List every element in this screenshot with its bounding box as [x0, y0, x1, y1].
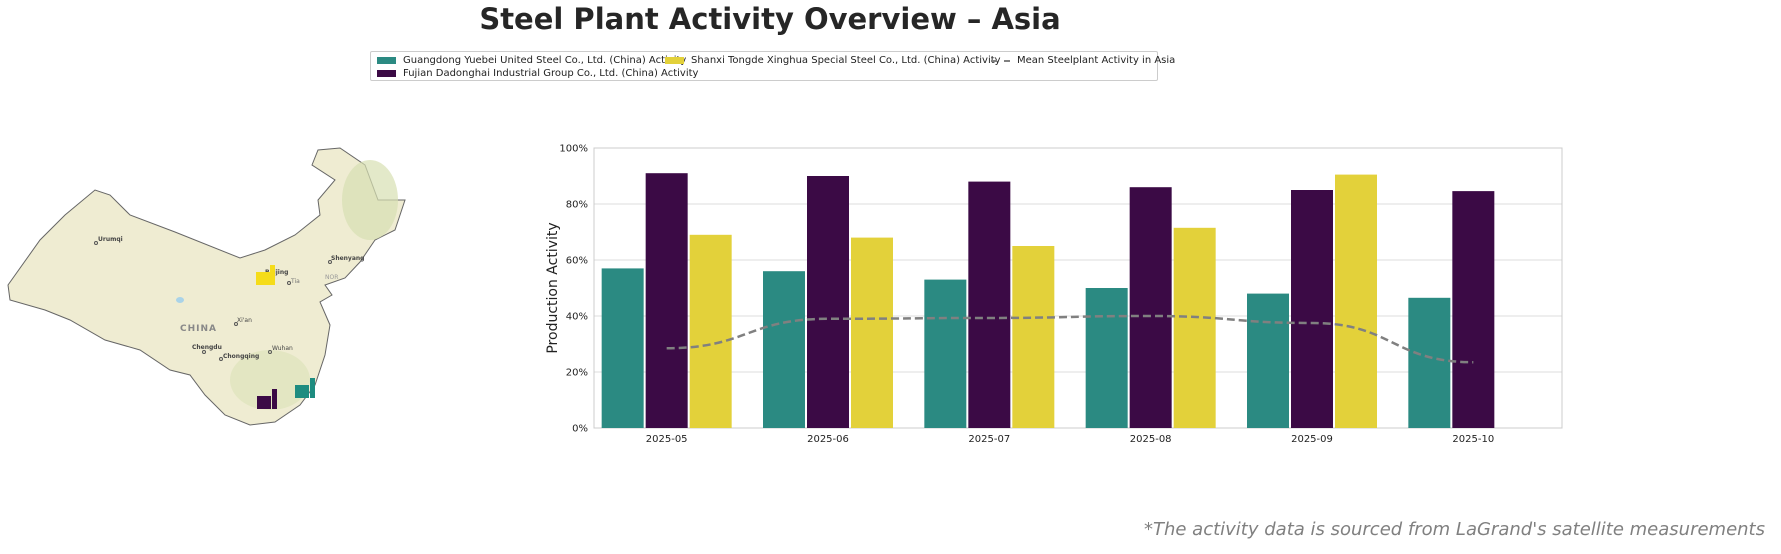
bar-2025-05-series-0: [601, 268, 644, 428]
bar-2025-06-series-1: [807, 176, 849, 428]
y-axis-label: Production Activity: [545, 222, 561, 353]
city-label: Chongqing: [223, 353, 259, 360]
factory-icon-fujian: [257, 389, 277, 409]
x-tick-label: 2025-09: [1291, 434, 1333, 445]
x-tick-label: 2025-07: [968, 434, 1010, 445]
y-tick-label: 80%: [566, 200, 588, 211]
x-tick-label: 2025-08: [1130, 434, 1172, 445]
y-tick-label: 0%: [572, 424, 588, 435]
legend-item-shanxi: Shanxi Tongde Xinghua Special Steel Co.,…: [665, 55, 1001, 66]
legend-swatch: [377, 70, 396, 77]
bar-2025-07-series-0: [924, 279, 967, 428]
legend-swatch: [665, 57, 684, 64]
bar-2025-05-series-1: [645, 173, 688, 428]
city-label: Xi'an: [237, 317, 252, 324]
plot-frame: [593, 147, 1563, 429]
legend-label: Mean Steelplant Activity in Asia: [1017, 55, 1176, 66]
country-label: CHINA: [180, 324, 217, 334]
legend-swatch: [991, 59, 1010, 62]
bar-2025-08-series-2: [1173, 227, 1216, 428]
bar-2025-09-series-1: [1291, 190, 1333, 428]
bar-chart: 0% 20% 40% 60% 80% 100% 2025-05 2025-06 2025-07 2…: [545, 144, 1563, 445]
city-label: Urumqi: [98, 236, 123, 243]
bar-2025-10-series-0: [1408, 297, 1451, 428]
legend: Guangdong Yuebei United Steel Co., Ltd. …: [370, 51, 1175, 81]
legend-label: Guangdong Yuebei United Steel Co., Ltd. …: [403, 55, 687, 66]
footnote: *The activity data is sourced from LaGra…: [1143, 519, 1765, 540]
partial-label: NOR: [325, 274, 338, 281]
legend-item-guangdong: Guangdong Yuebei United Steel Co., Ltd. …: [377, 55, 686, 66]
bar-2025-06-series-0: [763, 271, 805, 428]
x-tick-label: 2025-10: [1452, 434, 1494, 445]
bar-2025-09-series-2: [1335, 174, 1377, 428]
bar-2025-08-series-1: [1129, 187, 1172, 428]
legend-item-mean: Mean Steelplant Activity in Asia: [991, 55, 1175, 66]
x-tick-label: 2025-06: [807, 434, 849, 445]
map: Urumqi Beijing Tia Shenyang Xi'an Chengd…: [7, 147, 406, 426]
legend-label: Fujian Dadonghai Industrial Group Co., L…: [403, 68, 699, 79]
bar-2025-06-series-2: [851, 237, 893, 428]
y-tick-label: 20%: [566, 368, 588, 379]
city-label: Wuhan: [272, 345, 293, 352]
y-tick-label: 100%: [559, 144, 588, 155]
partial-label: Tia: [290, 278, 300, 285]
x-tick-label: 2025-05: [646, 434, 688, 445]
page-title: Steel Plant Activity Overview – Asia: [479, 2, 1061, 36]
city-label: Chengdu: [192, 344, 222, 351]
legend-label: Shanxi Tongde Xinghua Special Steel Co.,…: [691, 55, 1001, 66]
bar-2025-09-series-0: [1247, 293, 1289, 428]
china-outline: [7, 147, 406, 426]
bar-2025-08-series-0: [1085, 288, 1128, 428]
mean-activity-line: [666, 314, 1474, 364]
bar-2025-10-series-1: [1452, 191, 1495, 428]
y-tick-label: 40%: [566, 312, 588, 323]
legend-item-fujian: Fujian Dadonghai Industrial Group Co., L…: [377, 68, 698, 79]
city-label: Shenyang: [331, 255, 364, 262]
factory-icon-guangdong: [295, 378, 315, 398]
legend-swatch: [377, 57, 396, 64]
factory-icon-shanxi: [256, 265, 275, 285]
bar-2025-07-series-2: [1012, 246, 1055, 428]
bar-2025-05-series-2: [689, 234, 732, 428]
city-label: Beijing: [265, 269, 288, 276]
y-tick-label: 60%: [566, 256, 588, 267]
bar-2025-07-series-1: [968, 181, 1011, 428]
